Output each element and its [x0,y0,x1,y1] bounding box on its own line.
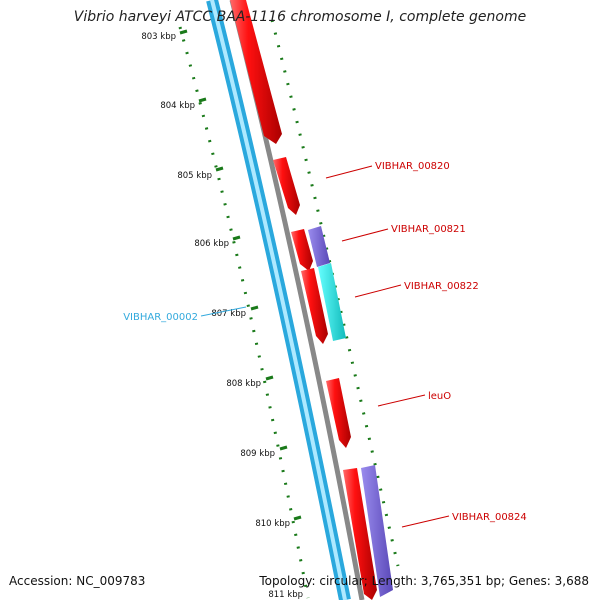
gene-labels-left: VIBHAR_00002 [123,306,247,323]
ruler-label: 810 kbp [255,519,290,529]
ruler-labels: 803 kbp 804 kbp 805 kbp 806 kbp 807 kbp … [141,29,303,600]
gene-label-vibhar-00820: VIBHAR_00820 [375,161,450,172]
ruler-label: 806 kbp [194,239,229,249]
backbone-outer-blue-highlight [210,0,347,600]
gene-labels-right: VIBHAR_00820 VIBHAR_00821 VIBHAR_00822 l… [325,161,527,528]
cds-block [291,229,313,271]
ruler-label: 804 kbp [160,101,195,111]
gene-block-purple [361,465,393,597]
gene-label-vibhar-00821: VIBHAR_00821 [391,224,466,235]
ruler-label: 803 kbp [141,32,176,42]
gene-label-leuo: leuO [428,391,451,402]
ruler-label: 805 kbp [177,171,212,181]
gene-label-vibhar-00822: VIBHAR_00822 [404,281,479,292]
ruler-label: 809 kbp [240,449,275,459]
outer-tick-track [178,26,310,599]
backbone-gray-strand [229,0,365,600]
gene-block-cyan [318,263,346,341]
ruler-label: 811 kbp [268,590,303,600]
cds-block [326,378,351,448]
cds-block [273,157,300,215]
gene-label-vibhar-00002: VIBHAR_00002 [123,312,198,323]
gene-label-vibhar-00824: VIBHAR_00824 [452,512,527,523]
cds-block [301,268,328,344]
cds-block [230,0,282,144]
map-title: Vibrio harveyi ATCC BAA-1116 chromosome … [73,9,527,25]
gene-block-purple [308,226,330,267]
ruler-label: 807 kbp [211,309,246,319]
cds-block [343,468,377,600]
accession-label: Accession: NC_009783 [9,574,146,588]
topology-label: Topology: circular; Length: 3,765,351 bp… [259,574,589,588]
ruler-label: 808 kbp [226,379,261,389]
